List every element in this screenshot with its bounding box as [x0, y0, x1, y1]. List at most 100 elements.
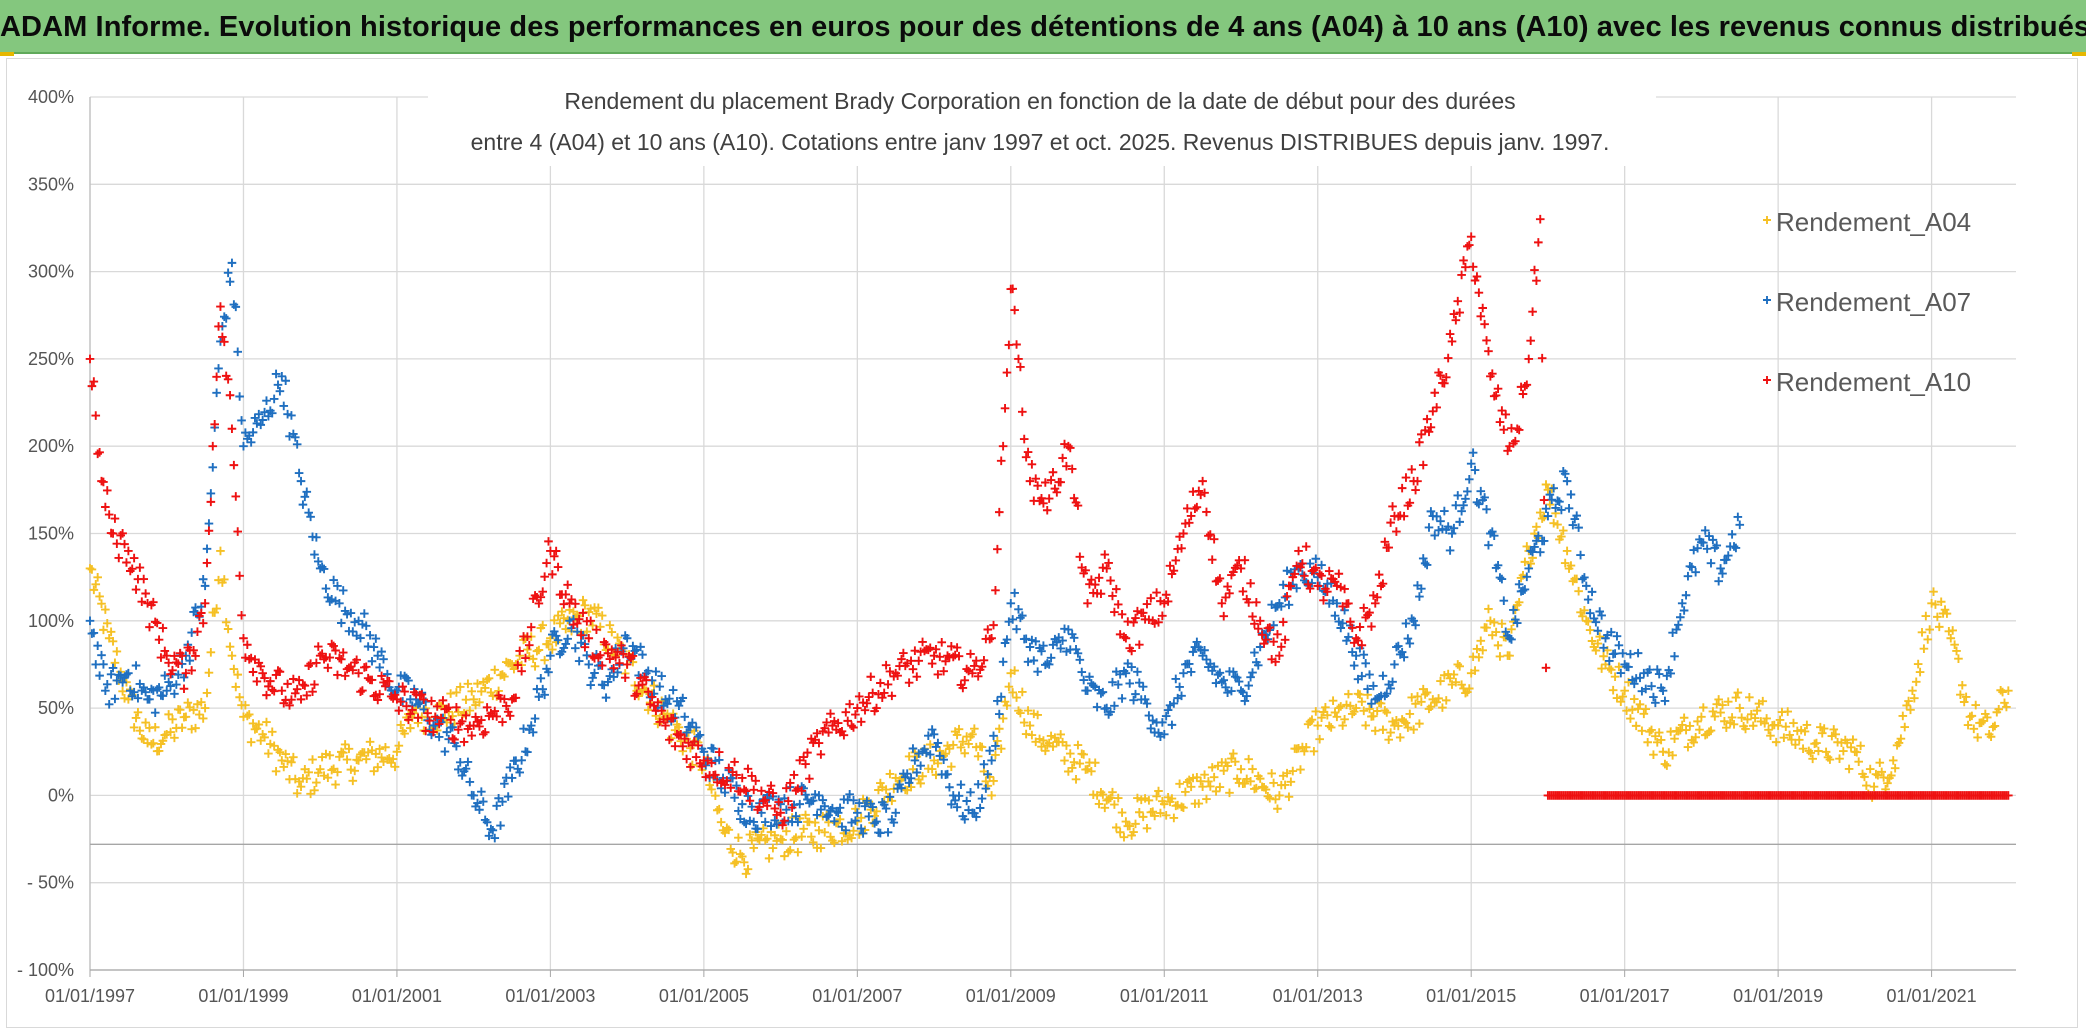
- series-rendement-a04-marker: [1225, 788, 1234, 798]
- series-rendement-a07-marker: [536, 674, 546, 683]
- series-rendement-a04-marker: [1783, 707, 1793, 716]
- series-rendement-a04-marker: [785, 845, 795, 855]
- series-rendement-a07-marker: [1489, 531, 1499, 540]
- series-rendement-a10-marker: [1457, 270, 1466, 280]
- series-rendement-a07-marker: [1459, 501, 1468, 510]
- series-rendement-a10-marker: [1303, 580, 1313, 589]
- series-rendement-a04-marker: [730, 859, 739, 868]
- series-rendement-a04-marker: [1860, 772, 1869, 782]
- series-rendement-a10-marker: [1330, 577, 1340, 587]
- series-rendement-a10-marker: [1012, 340, 1021, 349]
- series-rendement-a04-marker: [1355, 690, 1365, 699]
- y-tick-label: 350%: [28, 174, 74, 194]
- series-rendement-a10-marker: [1252, 598, 1261, 607]
- series-rendement-a10-marker: [168, 666, 177, 675]
- series-rendement-a07-marker: [947, 800, 956, 809]
- series-rendement-a10-marker: [1372, 593, 1382, 602]
- series-rendement-a04-marker: [1948, 626, 1957, 635]
- series-rendement-a04-marker: [1662, 761, 1672, 770]
- series-rendement-a04-marker: [1798, 744, 1808, 753]
- series-rendement-a04-marker: [854, 830, 864, 839]
- series-rendement-a10-marker: [714, 747, 724, 757]
- series-rendement-a10-marker: [235, 571, 244, 581]
- series-rendement-a04-marker: [734, 833, 743, 842]
- series-rendement-a07-marker: [818, 795, 828, 805]
- series-rendement-a10-point: [1044, 494, 1054, 503]
- series-rendement-a10-marker: [1096, 589, 1106, 599]
- series-rendement-a07-marker: [1163, 705, 1173, 715]
- series-rendement-a10-marker: [1386, 518, 1395, 527]
- series-rendement-a10-marker: [500, 694, 509, 704]
- series-rendement-a04-marker: [223, 624, 233, 634]
- series-rendement-a04-marker: [1643, 737, 1652, 747]
- series-rendement-a04-marker: [304, 767, 313, 777]
- series-rendement-a10-marker: [467, 731, 477, 740]
- series-rendement-a04-marker: [1969, 724, 1979, 734]
- series-rendement-a10-marker: [1110, 607, 1119, 617]
- series-rendement-a10-marker: [93, 449, 102, 459]
- series-rendement-a10-marker: [799, 752, 808, 762]
- series-rendement-a10-marker: [1104, 558, 1113, 568]
- series-rendement-a10-marker: [1002, 368, 1012, 377]
- series-rendement-a07-marker: [665, 694, 674, 703]
- series-rendement-a07-marker: [1125, 679, 1135, 688]
- series-rendement-a04-marker: [461, 695, 471, 705]
- series-rendement-a10-marker: [1300, 571, 1309, 581]
- series-rendement-a10-marker: [989, 620, 998, 630]
- series-rendement-a10-marker: [381, 681, 390, 691]
- series-rendement-a04-marker: [1645, 727, 1654, 736]
- series-rendement-a04-marker: [1854, 757, 1863, 767]
- series-rendement-a10-marker: [653, 698, 663, 707]
- series-rendement-a04-marker: [736, 849, 745, 859]
- x-tick-label: 01/01/2013: [1273, 986, 1363, 1006]
- series-rendement-a10-point: [1294, 546, 1303, 556]
- y-tick-label: 0%: [48, 785, 74, 805]
- series-rendement-a07-marker: [1501, 627, 1511, 637]
- series-rendement-a07-marker: [246, 438, 256, 447]
- series-rendement-a10-marker: [1317, 571, 1326, 581]
- series-rendement-a10-marker: [569, 620, 578, 629]
- series-rendement-a04-marker: [1917, 628, 1927, 637]
- series-rendement-a04-marker: [1731, 693, 1741, 702]
- series-rendement-a07-marker: [950, 796, 960, 805]
- series-rendement-a04-marker: [1956, 690, 1965, 699]
- series-rendement-a07-marker: [812, 810, 822, 820]
- series-rendement-a04-marker: [1370, 726, 1380, 736]
- series-rendement-a07-marker: [225, 277, 235, 287]
- series-rendement-a07-marker: [743, 791, 753, 801]
- series-rendement-a10-marker: [407, 705, 417, 715]
- series-rendement-a04-marker: [1023, 706, 1033, 715]
- series-rendement-a07-marker: [588, 673, 597, 683]
- series-rendement-a07-marker: [1369, 681, 1378, 691]
- series-rendement-a04-point: [227, 651, 237, 661]
- x-tick-label: 01/01/2015: [1426, 986, 1516, 1006]
- series-rendement-a04-marker: [523, 645, 532, 654]
- series-rendement-a07-marker: [1722, 555, 1731, 565]
- series-rendement-a04-marker: [1718, 700, 1727, 710]
- series-rendement-a10-marker: [743, 764, 753, 774]
- series-rendement-a07-point: [987, 756, 996, 765]
- series-rendement-a04-marker: [281, 749, 290, 759]
- series-rendement-a10-marker: [828, 721, 837, 730]
- series-rendement-a07-marker: [473, 798, 482, 808]
- series-rendement-a10-marker: [841, 707, 851, 717]
- series-rendement-a10-marker: [477, 715, 486, 725]
- series-rendement-a04-marker: [1877, 767, 1887, 777]
- series-rendement-a10-marker: [642, 675, 651, 685]
- series-rendement-a07-point: [1025, 642, 1035, 652]
- series-rendement-a04-marker: [323, 773, 333, 782]
- series-rendement-a07-marker: [145, 695, 154, 704]
- series-rendement-a10-marker: [925, 643, 935, 653]
- series-rendement-a10-marker: [1340, 584, 1349, 594]
- series-rendement-a04-marker: [1029, 709, 1039, 719]
- series-rendement-a04-marker: [1207, 763, 1217, 772]
- series-rendement-a07-marker: [1213, 670, 1223, 679]
- series-rendement-a04-marker: [1451, 677, 1461, 687]
- series-rendement-a04-marker: [406, 723, 415, 733]
- series-rendement-a10-marker: [329, 641, 338, 651]
- series-rendement-a04-marker: [95, 592, 104, 601]
- series-rendement-a10-marker: [724, 763, 734, 773]
- series-rendement-a04-marker: [989, 776, 998, 786]
- series-rendement-a10-marker: [285, 701, 294, 710]
- series-rendement-a10-marker: [459, 737, 469, 747]
